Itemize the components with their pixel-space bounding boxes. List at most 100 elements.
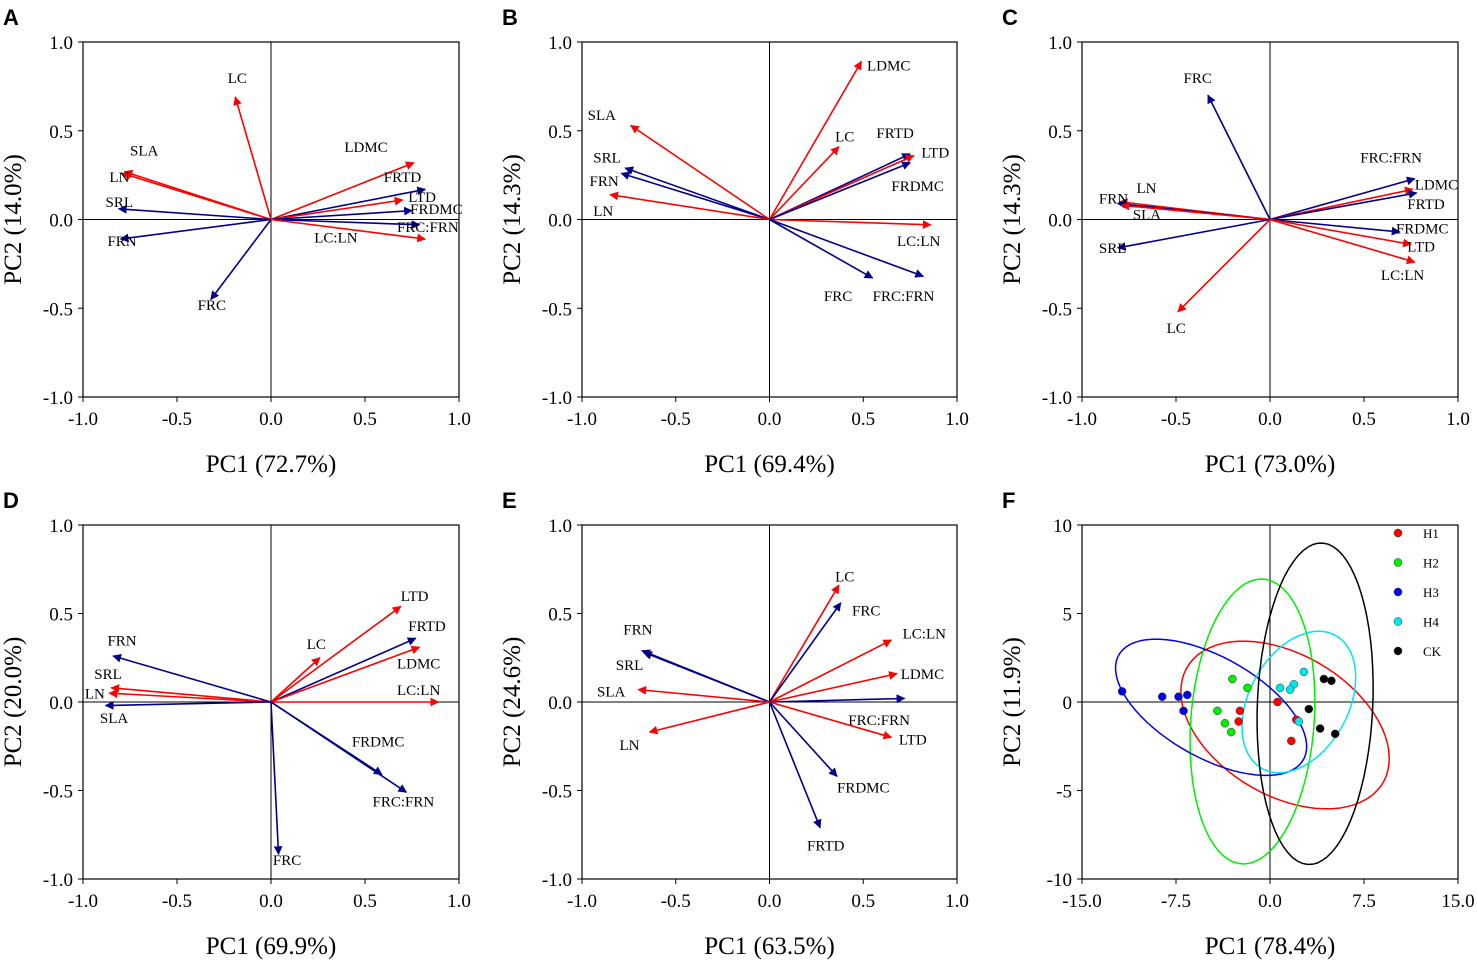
vector-label-frtd: FRTD	[384, 170, 422, 186]
x-tick-label: 0.5	[851, 409, 875, 430]
vector-frc-frn	[270, 218, 421, 229]
point-ck	[1319, 674, 1329, 684]
vector-label-frdmc: FRDMC	[410, 202, 463, 218]
vector-frdmc	[1269, 218, 1401, 236]
vector-label-sla: SLA	[100, 711, 129, 727]
y-axis-label: PC2 (14.3%)	[999, 154, 1026, 285]
vector-frdmc	[270, 206, 413, 221]
panel-label: F	[1002, 488, 1015, 513]
y-tick-label: 0.5	[548, 605, 572, 626]
vector-srl	[624, 166, 770, 221]
x-tick-label: 1.0	[447, 409, 471, 430]
vector-label-lc: LC	[835, 129, 854, 145]
vector-label-frn: FRN	[623, 623, 652, 639]
y-tick-label: 1.0	[548, 33, 572, 54]
vector-label-frc-frn: FRC:FRN	[848, 713, 910, 729]
vector-ln	[648, 701, 770, 735]
point-h4	[1294, 717, 1304, 726]
vector-label-ldmc: LDMC	[1415, 177, 1458, 193]
y-tick-label: 0	[1063, 693, 1073, 714]
vector-label-ltd: LTD	[899, 732, 927, 748]
y-tick-label: 0.0	[548, 693, 572, 714]
vector-ln	[121, 171, 272, 221]
x-tick-label: 1.0	[945, 409, 969, 430]
point-h4	[1285, 685, 1295, 694]
vector-lc	[768, 146, 840, 221]
y-tick-label: 5	[1063, 605, 1073, 626]
x-tick-label: 0.5	[1352, 409, 1376, 430]
vector-srl	[110, 684, 272, 703]
panel-e: E -1.0 -0.5 0.0 0.5 1.0 -1.0 -0.5 0.0 0.5 1.0 PC1 (…	[499, 488, 969, 960]
vector-ldmc	[769, 671, 898, 703]
y-tick-label: -0.5	[43, 782, 73, 803]
x-tick-label: -1.0	[68, 409, 98, 430]
vector-label-lc: LC	[307, 637, 326, 653]
vector-label-ldmc: LDMC	[867, 58, 910, 74]
vector-label-ldmc: LDMC	[344, 140, 387, 156]
legend-marker-h1	[1393, 528, 1403, 538]
point-h3	[1157, 692, 1167, 701]
vector-sla	[630, 124, 770, 221]
y-tick-label: 0.0	[49, 211, 73, 232]
vector-sla	[104, 700, 272, 710]
y-tick-label: -1.0	[542, 388, 572, 409]
y-tick-label: -0.5	[43, 299, 73, 320]
panel-f: F -15.0 -7.5 0.0 7.5 15.0 -10 -5 0 5 10 PC1 (78.4%)…	[999, 488, 1475, 960]
vector-label-sla: SLA	[597, 685, 626, 701]
panel-label: A	[3, 5, 19, 30]
legend-label-h2: H2	[1423, 556, 1439, 571]
vector-label-ln: LN	[593, 204, 613, 220]
x-tick-label: 0.0	[1258, 409, 1282, 430]
vector-lc-ln	[1269, 218, 1416, 265]
x-axis-label: PC1 (69.9%)	[206, 933, 337, 960]
y-tick-label: -10	[1047, 870, 1072, 891]
x-tick-label: 0.0	[758, 409, 782, 430]
y-axis-label: PC2 (11.9%)	[999, 637, 1026, 767]
y-axis-label: PC2 (14.0%)	[0, 154, 27, 285]
vector-label-ln: LN	[620, 738, 640, 754]
vector-label-frc: FRC	[1184, 71, 1212, 87]
y-tick-label: 0.0	[49, 693, 73, 714]
vector-label-sla: SLA	[588, 108, 617, 124]
x-tick-label: -1.0	[567, 891, 597, 912]
vector-label-frc-frn: FRC:FRN	[1360, 151, 1422, 167]
vector-label-frtd: FRTD	[1407, 197, 1445, 213]
vector-label-lc: LC	[228, 71, 247, 87]
vector-label-frdmc: FRDMC	[1396, 222, 1449, 238]
legend-marker-h2	[1393, 558, 1403, 567]
legend-label-h1: H1	[1423, 526, 1439, 541]
vector-label-ln: LN	[1137, 181, 1157, 197]
point-h3	[1183, 690, 1192, 700]
point-h2	[1243, 683, 1252, 693]
vector-label-lc-ln: LC:LN	[1381, 268, 1424, 284]
vector-ldmc	[270, 645, 421, 703]
vector-label-sla: SLA	[130, 144, 159, 160]
vector-frc	[1207, 94, 1271, 220]
vector-label-frc: FRC	[824, 289, 852, 305]
vector-frc-frn	[1269, 176, 1416, 221]
vector-frn	[620, 171, 770, 221]
x-tick-label: 1.0	[945, 891, 969, 912]
vector-label-srl: SRL	[1099, 241, 1127, 257]
x-tick-label: -1.0	[1067, 409, 1097, 430]
vector-label-frn: FRN	[590, 174, 619, 190]
vector-frc	[768, 602, 842, 703]
point-h2	[1228, 674, 1237, 684]
vector-label-sla: SLA	[1133, 208, 1162, 224]
y-tick-label: 0.0	[1048, 211, 1072, 232]
vector-sla	[637, 685, 770, 703]
vector-ltd	[769, 701, 893, 740]
x-tick-label: -15.0	[1062, 891, 1102, 912]
x-tick-label: -0.5	[162, 409, 192, 430]
y-tick-label: 1.0	[548, 516, 572, 537]
vector-sla	[1120, 201, 1271, 221]
x-tick-label: 0.0	[259, 409, 283, 430]
vector-ldmc	[270, 161, 415, 221]
x-tick-label: 0.0	[259, 891, 283, 912]
vector-frtd	[270, 637, 417, 703]
vector-label-lc: LC	[835, 570, 854, 586]
vector-frc-frn	[270, 701, 408, 793]
vector-frc	[270, 701, 283, 856]
vector-label-ltd: LTD	[1407, 239, 1435, 255]
panel-label: B	[502, 5, 518, 30]
